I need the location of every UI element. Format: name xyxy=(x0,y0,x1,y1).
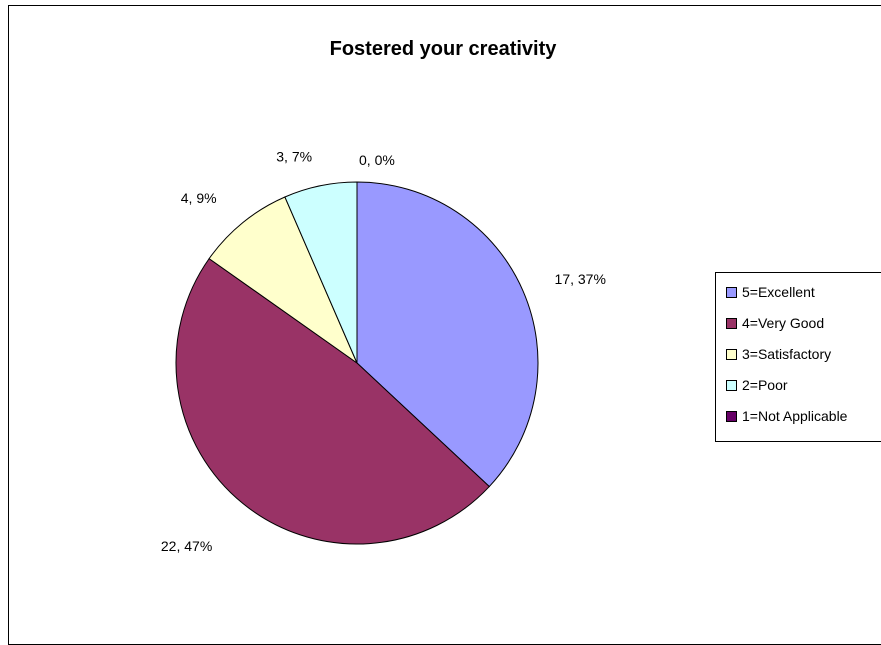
legend-label-poor: 2=Poor xyxy=(742,377,788,393)
legend-item-very-good: 4=Very Good xyxy=(726,314,824,332)
pie-slice-very-good xyxy=(175,257,490,545)
legend-label-satisfactory: 3=Satisfactory xyxy=(742,346,832,362)
legend-label-very-good: 4=Very Good xyxy=(742,315,825,331)
legend-label-not-applicable: 1=Not Applicable xyxy=(742,408,848,424)
chart-legend: 5=Excellent 4=Very Good 3=Satisfactory 2… xyxy=(715,272,881,442)
chart-title: Fostered your creativity xyxy=(329,38,557,60)
chart-frame: Fostered your creativity 17, 37% 22, 47% 4… xyxy=(8,5,881,645)
legend-swatch-satisfactory xyxy=(726,348,737,360)
data-label-not-applicable: 0, 0% xyxy=(359,152,395,168)
legend-swatch-very-good xyxy=(726,317,737,329)
data-label-poor: 3, 7% xyxy=(276,148,312,164)
pie-chart: 17, 37% 22, 47% 4, 9% 3, 7% 0, 0% xyxy=(161,148,606,554)
legend-item-poor: 2=Poor xyxy=(726,376,788,394)
data-label-excellent: 17, 37% xyxy=(555,271,606,287)
data-label-satisfactory: 4, 9% xyxy=(181,190,217,206)
pie-slice-poor xyxy=(284,181,358,364)
pie-slice-excellent xyxy=(356,181,539,488)
pie-slice-satisfactory xyxy=(208,196,359,365)
data-label-very-good: 22, 47% xyxy=(161,538,212,554)
legend-item-not-applicable: 1=Not Applicable xyxy=(726,407,847,425)
legend-item-excellent: 5=Excellent xyxy=(726,283,815,301)
legend-item-satisfactory: 3=Satisfactory xyxy=(726,345,831,363)
legend-swatch-excellent xyxy=(726,286,737,298)
legend-swatch-poor xyxy=(726,379,737,391)
legend-swatch-not-applicable xyxy=(726,410,737,422)
legend-label-excellent: 5=Excellent xyxy=(742,284,815,300)
